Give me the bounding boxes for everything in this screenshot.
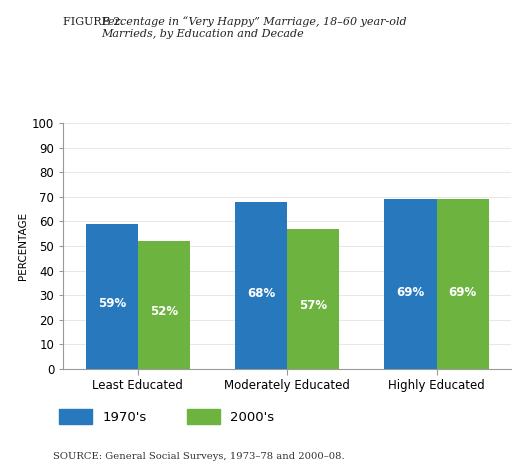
Text: Percentage in “Very Happy” Marriage, 18–60 year-old
Marrieds, by Education and D: Percentage in “Very Happy” Marriage, 18–… bbox=[101, 17, 407, 39]
Text: 69%: 69% bbox=[396, 286, 425, 299]
Text: FIGURE 2.: FIGURE 2. bbox=[63, 17, 128, 26]
Bar bbox=[85, 224, 138, 369]
Bar bbox=[287, 229, 339, 369]
Text: 68%: 68% bbox=[247, 287, 275, 300]
Text: 52%: 52% bbox=[150, 305, 178, 318]
Bar bbox=[384, 199, 436, 369]
Text: SOURCE: General Social Surveys, 1973–78 and 2000–08.: SOURCE: General Social Surveys, 1973–78 … bbox=[53, 452, 344, 461]
Legend: 1970's, 2000's: 1970's, 2000's bbox=[60, 409, 275, 424]
Bar bbox=[436, 199, 489, 369]
Text: 69%: 69% bbox=[448, 286, 477, 299]
Bar bbox=[138, 241, 190, 369]
Text: 57%: 57% bbox=[299, 299, 327, 312]
Text: 59%: 59% bbox=[97, 297, 126, 310]
Bar bbox=[235, 201, 287, 369]
Y-axis label: PERCENTAGE: PERCENTAGE bbox=[18, 212, 28, 280]
